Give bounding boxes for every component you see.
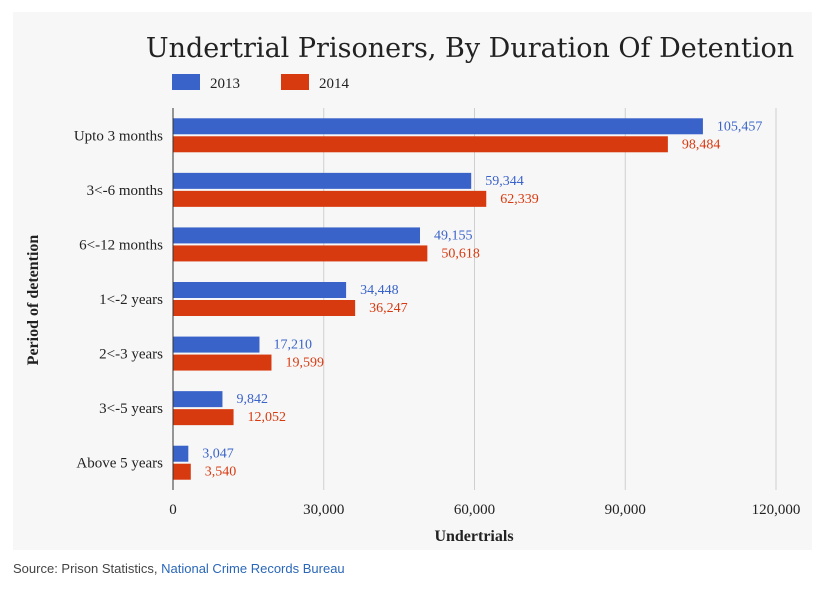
bar-2014 [173,463,191,480]
legend: 2013 2014 [172,74,350,92]
chart-panel [13,12,812,550]
data-label-2014: 12,052 [248,410,286,425]
bar-2013 [173,118,703,135]
source-link[interactable]: National Crime Records Bureau [161,561,345,576]
bar-2013 [173,391,223,408]
x-tick-label: 120,000 [752,502,801,518]
chart-title: Undertrial Prisoners, By Duration Of Det… [146,33,794,64]
category-label: 6<-12 months [79,237,163,253]
bar-2013 [173,172,472,189]
bar-2014 [173,245,428,262]
bar-2014 [173,136,668,153]
bar-2014 [173,190,487,207]
y-axis-title: Period of detention [25,235,42,366]
category-label: Upto 3 months [74,128,163,144]
bar-2014 [173,300,356,316]
gridlines [323,108,777,490]
bar-2013 [173,445,189,462]
bars: 105,457 98,484 59,344 62,339 49,155 50,618 34,… [173,118,763,480]
category-label: 3<-6 months [87,183,164,199]
bar-2013 [173,282,347,298]
x-tick-labels: 0 30,000 60,000 90,000 120,000 [169,502,800,518]
data-label-2013: 59,344 [485,174,524,189]
bar-chart: Undertrial Prisoners, By Duration Of Det… [25,33,800,545]
data-label-2013: 34,448 [360,283,399,298]
x-tick-label: 90,000 [605,502,646,518]
data-label-2014: 98,484 [682,137,721,152]
legend-swatch-2014 [281,74,309,90]
bar-2013 [173,336,260,353]
source-prefix: Source: Prison Statistics, [13,561,158,576]
data-label-2013: 105,457 [717,119,763,134]
data-label-2014: 50,618 [441,246,480,261]
bar-2014 [173,354,272,371]
category-label: 2<-3 years [99,347,163,363]
category-label: Above 5 years [76,456,163,472]
data-label-2013: 49,155 [434,228,473,243]
x-axis-title: Undertrials [434,528,513,545]
data-label-2014: 3,540 [205,465,237,480]
data-label-2013: 9,842 [236,392,268,407]
x-tick-label: 0 [169,502,177,518]
category-labels: Upto 3 months 3<-6 months 6<-12 months 1<-2… [74,128,163,471]
category-label: 3<-5 years [99,401,163,417]
x-tick-label: 60,000 [454,502,495,518]
legend-label-2014: 2014 [319,76,350,92]
category-label: 1<-2 years [99,292,163,308]
x-tick-label: 30,000 [303,502,344,518]
legend-swatch-2013 [172,74,200,90]
data-label-2014: 62,339 [500,192,539,207]
bar-2013 [173,227,421,244]
data-label-2013: 3,047 [202,447,234,462]
data-label-2014: 19,599 [285,356,324,371]
data-label-2014: 36,247 [369,301,408,316]
legend-label-2013: 2013 [210,76,240,92]
data-label-2013: 17,210 [273,338,312,353]
source-note: Source: Prison Statistics, National Crim… [13,561,345,576]
bar-2014 [173,409,234,426]
